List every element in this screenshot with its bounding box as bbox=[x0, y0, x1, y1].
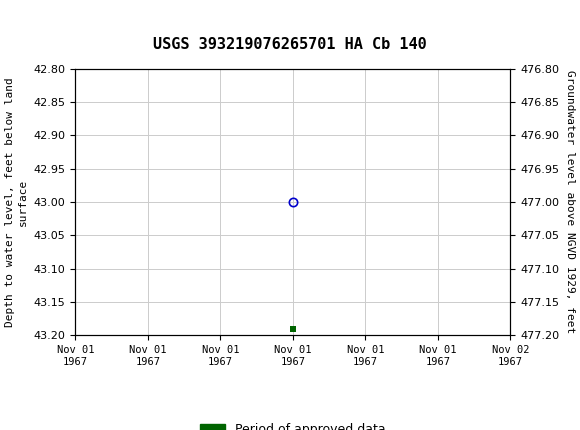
Text: ≡USGS: ≡USGS bbox=[12, 13, 70, 32]
Y-axis label: Groundwater level above NGVD 1929, feet: Groundwater level above NGVD 1929, feet bbox=[565, 71, 575, 334]
Legend: Period of approved data: Period of approved data bbox=[195, 418, 391, 430]
Y-axis label: Depth to water level, feet below land
surface: Depth to water level, feet below land su… bbox=[5, 77, 28, 327]
Text: USGS 393219076265701 HA Cb 140: USGS 393219076265701 HA Cb 140 bbox=[153, 37, 427, 52]
